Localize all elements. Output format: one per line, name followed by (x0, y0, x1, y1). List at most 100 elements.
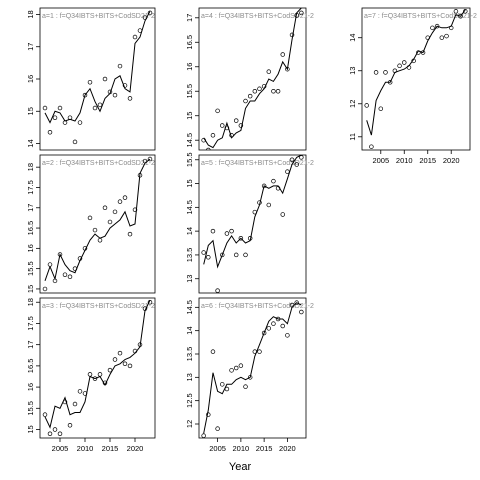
obs-point (425, 35, 430, 40)
obs-point (397, 63, 402, 69)
y-tick-label: 13 (185, 275, 194, 283)
panel-1: a=1 : f=Q34IBTS+BITS+CodSD21-2 14 15 16 17 18 (26, 7, 156, 151)
obs-point (137, 342, 143, 347)
obs-point (42, 412, 48, 417)
panel-2: a=2 : f=Q34IBTS+BITS+CodSD21-2 15 15.5 16 16… (26, 154, 156, 294)
obs-point (243, 252, 248, 258)
panels-group: a=1 : f=Q34IBTS+BITS+CodSD21-2 14 15 16 17 18… (26, 7, 477, 453)
obs-point (280, 212, 285, 217)
obs-point (229, 368, 234, 373)
obs-point (82, 391, 88, 396)
panel-marks (364, 9, 468, 149)
y-tick-label: 12 (348, 100, 357, 108)
panel-marks (42, 10, 153, 145)
panel-marks (201, 300, 304, 438)
obs-point (252, 209, 258, 215)
panel-label: a=5 : f=Q34IBTS+BITS+CodSD21-2 (201, 160, 314, 167)
obs-point (430, 25, 435, 31)
obs-point (72, 139, 78, 145)
obs-point (299, 309, 304, 315)
obs-point (271, 88, 276, 94)
obs-point (127, 96, 133, 101)
obs-point (294, 13, 299, 18)
fit-line (203, 302, 302, 434)
obs-point (87, 215, 93, 221)
obs-point (247, 375, 253, 380)
obs-point (57, 431, 63, 437)
y-tick-label: 15.5 (185, 152, 194, 167)
obs-point (252, 349, 258, 354)
obs-point (67, 274, 73, 280)
obs-point (107, 89, 113, 95)
obs-point (261, 84, 267, 89)
x-tick-label: 2020 (127, 444, 144, 453)
obs-point (289, 157, 295, 163)
obs-point (137, 28, 143, 33)
y-tick-label: 14 (185, 227, 194, 235)
panel-frame (39, 154, 156, 294)
y-tick-label: 15.5 (26, 401, 35, 416)
fit-line (44, 299, 151, 429)
obs-point (252, 88, 258, 94)
obs-point (97, 372, 103, 377)
obs-point (132, 207, 138, 213)
obs-point (87, 79, 93, 85)
y-tick-label: 17 (26, 340, 35, 348)
obs-point (275, 316, 281, 322)
obs-point (72, 401, 78, 407)
panel-5: a=5 : f=Q34IBTS+BITS+CodSD21-2 13 13.5 14 14… (185, 152, 314, 294)
x-tick-label: 2005 (372, 156, 389, 165)
x-tick-label: 2010 (396, 156, 413, 165)
y-tick-label: 15 (185, 179, 194, 187)
obs-point (122, 83, 128, 88)
y-tick-label: 16.5 (26, 221, 35, 236)
obs-point (224, 231, 230, 236)
y-tick-label: 15 (26, 107, 35, 115)
obs-point (257, 86, 262, 92)
obs-point (97, 102, 103, 108)
panel-label: a=7 : f=Q34IBTS+BITS+CodSD21-2 (364, 13, 477, 20)
obs-point (247, 93, 253, 99)
x-tick-label: 2010 (233, 444, 250, 453)
obs-point (52, 115, 58, 120)
panel-label: a=1 : f=Q34IBTS+BITS+CodSD21-2 (42, 13, 155, 20)
obs-point (243, 98, 248, 104)
y-tick-label: 17 (26, 43, 35, 51)
fit-line (203, 155, 302, 269)
panel-frame (39, 7, 156, 151)
obs-point (387, 80, 393, 85)
obs-point (294, 300, 299, 305)
obs-point (117, 199, 123, 204)
panel-frame (39, 297, 156, 439)
obs-point (52, 278, 58, 284)
obs-point (67, 423, 73, 428)
obs-point (42, 286, 48, 292)
obs-point (47, 130, 53, 135)
fit-line (44, 10, 151, 124)
obs-point (453, 9, 459, 14)
panel-marks (42, 156, 153, 292)
y-tick-label: 18 (26, 298, 35, 306)
obs-point (266, 69, 272, 74)
obs-point (77, 120, 83, 125)
y-tick-label: 15.5 (185, 84, 194, 99)
obs-point (112, 92, 118, 98)
obs-point (411, 58, 416, 64)
obs-point (289, 302, 295, 308)
obs-point (364, 103, 369, 108)
panel-label: a=6 : f=Q34IBTS+BITS+CodSD21-2 (201, 303, 314, 310)
y-tick-label: 15 (26, 285, 35, 293)
panel-marks (42, 299, 153, 437)
obs-point (92, 105, 98, 111)
obs-point (280, 323, 285, 329)
obs-point (62, 272, 68, 277)
obs-point (210, 133, 216, 138)
panel-6: a=6 : f=Q34IBTS+BITS+CodSD21-2 12 12.5 13 13… (185, 297, 314, 453)
panel-label: a=4 : f=Q34IBTS+BITS+CodSD21-2 (201, 13, 314, 20)
y-tick-label: 13 (185, 373, 194, 381)
x-tick-label: 2020 (279, 444, 296, 453)
panel-frame (198, 154, 307, 294)
obs-point (107, 367, 113, 373)
obs-point (201, 433, 206, 438)
y-tick-label: 15 (26, 425, 35, 433)
